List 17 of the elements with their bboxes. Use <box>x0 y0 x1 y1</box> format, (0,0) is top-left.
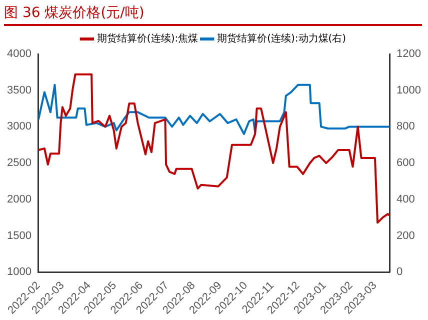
y-tick-label: 3000 <box>6 120 32 133</box>
y2-tick-label: 200 <box>396 230 415 242</box>
y-tick-label: 1500 <box>6 230 32 242</box>
y2-tick-label: 1200 <box>396 48 422 60</box>
y2-tick-label: 800 <box>396 120 415 133</box>
y-tick-label: 2500 <box>6 157 32 170</box>
y-tick-label: 3500 <box>6 84 32 96</box>
y-tick-label: 4000 <box>6 48 32 60</box>
y2-tick-label: 400 <box>396 193 415 206</box>
legend-label: 期货结算价(连续):焦煤 <box>96 32 198 45</box>
y2-tick-label: 1000 <box>396 84 422 96</box>
chart-title: 图 36 煤炭价格(元/吨) <box>4 4 422 26</box>
y-tick-label: 2000 <box>6 193 32 206</box>
y2-tick-label: 600 <box>396 157 415 170</box>
y-tick-label: 1000 <box>6 266 32 278</box>
legend-label: 期货结算价(连续):动力煤(右) <box>217 32 346 45</box>
y2-tick-label: 0 <box>396 266 403 278</box>
